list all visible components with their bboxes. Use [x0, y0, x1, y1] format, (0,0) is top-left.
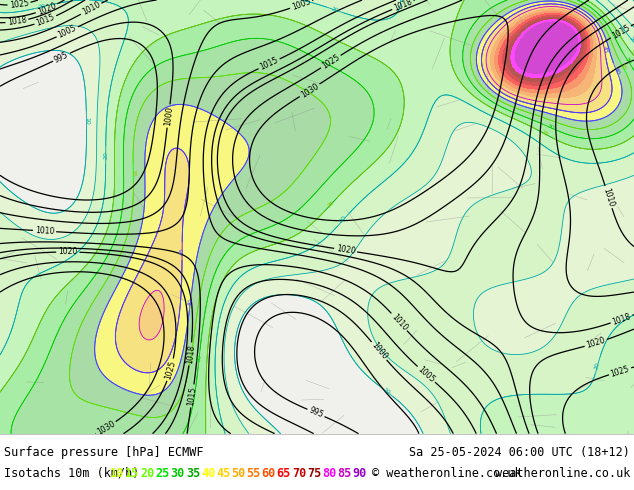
Text: 55: 55: [247, 467, 261, 480]
Text: 1025: 1025: [164, 359, 178, 380]
Text: 1025: 1025: [320, 53, 341, 71]
Text: 30: 30: [623, 56, 632, 65]
Text: 1010: 1010: [81, 0, 102, 17]
Text: weatheronline.co.uk: weatheronline.co.uk: [495, 467, 630, 480]
Text: 40: 40: [613, 67, 621, 75]
Text: 1020: 1020: [335, 244, 356, 256]
Text: 50: 50: [231, 467, 245, 480]
Text: 75: 75: [307, 467, 321, 480]
Text: 20: 20: [594, 361, 601, 370]
Text: 25: 25: [628, 49, 634, 57]
Text: 1015: 1015: [259, 56, 280, 72]
Text: 15: 15: [125, 467, 139, 480]
Text: 25: 25: [540, 130, 550, 138]
Text: 1015: 1015: [35, 13, 56, 28]
Text: 40: 40: [188, 297, 193, 306]
Text: 1020: 1020: [36, 1, 57, 17]
Text: 45: 45: [216, 467, 230, 480]
Text: 10: 10: [381, 387, 391, 395]
Text: 30: 30: [196, 354, 202, 363]
Text: 10: 10: [84, 117, 89, 124]
Text: 85: 85: [337, 467, 351, 480]
Text: 1018: 1018: [7, 16, 27, 27]
Text: 20: 20: [330, 6, 340, 14]
Text: 1018: 1018: [611, 312, 632, 326]
Text: 1000: 1000: [163, 106, 174, 126]
Text: 90: 90: [353, 467, 366, 480]
Text: 1005: 1005: [56, 24, 78, 40]
Text: 1015: 1015: [186, 386, 198, 406]
Text: 1020: 1020: [585, 336, 606, 350]
Text: 1018: 1018: [185, 344, 196, 364]
Text: 995: 995: [307, 406, 325, 420]
Text: 30: 30: [546, 124, 555, 131]
Text: Surface pressure [hPa] ECMWF: Surface pressure [hPa] ECMWF: [4, 446, 204, 459]
Text: 20: 20: [140, 467, 155, 480]
Text: 1000: 1000: [370, 341, 389, 361]
Text: 40: 40: [201, 467, 215, 480]
Text: Isotachs 10m (km/h): Isotachs 10m (km/h): [4, 467, 139, 480]
Text: 1030: 1030: [95, 419, 117, 437]
Text: © weatheronline.co.uk: © weatheronline.co.uk: [372, 467, 521, 480]
Text: 65: 65: [276, 467, 291, 480]
Text: 10: 10: [110, 467, 124, 480]
Text: Sa 25-05-2024 06:00 UTC (18+12): Sa 25-05-2024 06:00 UTC (18+12): [409, 446, 630, 459]
Text: 1005: 1005: [416, 365, 436, 384]
Text: 45: 45: [179, 247, 184, 255]
Text: 1030: 1030: [299, 81, 320, 99]
Text: 20: 20: [628, 35, 634, 44]
Text: 60: 60: [262, 467, 276, 480]
Text: 1018: 1018: [392, 0, 413, 13]
Text: 35: 35: [131, 169, 136, 176]
Text: 30: 30: [171, 467, 185, 480]
Text: 35: 35: [186, 467, 200, 480]
Text: 1010: 1010: [602, 187, 616, 208]
Text: 1005: 1005: [290, 0, 312, 12]
Text: 35: 35: [619, 62, 627, 72]
Text: 20: 20: [339, 215, 348, 224]
Text: 20: 20: [103, 151, 108, 159]
Text: 80: 80: [322, 467, 337, 480]
Text: 70: 70: [292, 467, 306, 480]
Text: 1020: 1020: [58, 247, 77, 257]
Text: 20: 20: [38, 3, 47, 10]
Text: 1010: 1010: [389, 312, 409, 332]
Text: 1025: 1025: [9, 0, 29, 10]
Text: 995: 995: [53, 50, 70, 64]
Text: 25: 25: [327, 200, 335, 209]
Text: 25: 25: [155, 467, 170, 480]
Text: 1025: 1025: [609, 364, 631, 378]
Text: 45: 45: [601, 45, 607, 53]
Text: 1010: 1010: [35, 226, 55, 236]
Text: 1015: 1015: [611, 23, 631, 41]
